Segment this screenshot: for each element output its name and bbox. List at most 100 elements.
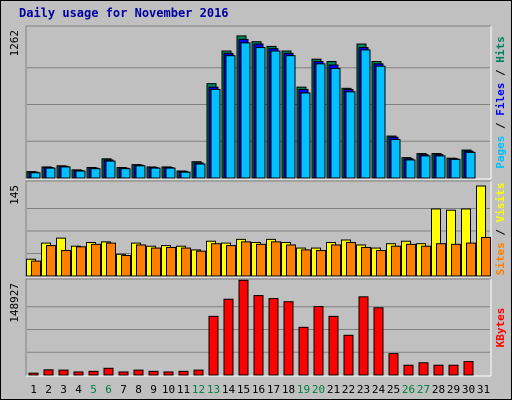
bar-sites-day-13 xyxy=(211,243,221,277)
day-label-9: 9 xyxy=(150,383,157,396)
bar-sites-day-23 xyxy=(361,246,371,277)
bar-pages-day-26 xyxy=(405,159,416,179)
day-label-31: 31 xyxy=(477,383,490,396)
bar-pages-day-1 xyxy=(30,172,41,179)
day-label-24: 24 xyxy=(372,383,386,396)
chart-title: Daily usage for November 2016 xyxy=(19,6,229,20)
day-label-16: 16 xyxy=(252,383,265,396)
bar-pages-day-22 xyxy=(345,91,356,179)
day-label-14: 14 xyxy=(222,383,236,396)
bar-kbytes-day-29 xyxy=(448,364,459,376)
day-label-7: 7 xyxy=(120,383,127,396)
series-side-label: KBytes xyxy=(494,308,507,348)
bar-kbytes-day-27 xyxy=(418,362,429,376)
side-label-separator: / xyxy=(494,222,507,242)
panel-2: 145 Sites / Visits xyxy=(8,180,507,278)
bar-sites-day-12 xyxy=(196,250,206,277)
day-label-23: 23 xyxy=(357,383,370,396)
bar-kbytes-day-25 xyxy=(388,353,399,376)
day-label-10: 10 xyxy=(162,383,175,396)
bar-pages-day-23 xyxy=(360,49,371,179)
y-axis-max-label: 148927 xyxy=(8,283,21,323)
day-label-8: 8 xyxy=(135,383,142,396)
bar-kbytes-day-4 xyxy=(73,371,84,376)
bar-pages-day-18 xyxy=(285,55,296,179)
day-label-25: 25 xyxy=(387,383,400,396)
panel-1: 1262 Pages / Files / Hits xyxy=(8,25,507,180)
bar-pages-day-16 xyxy=(255,47,266,179)
day-label-28: 28 xyxy=(432,383,445,396)
bar-kbytes-day-28 xyxy=(433,364,444,376)
panel-3: 148927 KBytes xyxy=(8,278,507,377)
bar-pages-day-17 xyxy=(270,50,281,179)
bar-pages-day-15 xyxy=(240,42,251,179)
bar-sites-day-22 xyxy=(346,241,356,277)
bar-pages-day-24 xyxy=(375,65,386,179)
bar-pages-day-10 xyxy=(165,167,176,179)
bar-pages-day-7 xyxy=(120,168,131,179)
bar-pages-day-28 xyxy=(435,155,446,179)
bar-sites-day-31 xyxy=(481,237,491,277)
bar-sites-day-3 xyxy=(61,250,71,277)
day-label-4: 4 xyxy=(75,383,82,396)
bar-kbytes-day-23 xyxy=(358,296,369,376)
day-label-6: 6 xyxy=(105,383,112,396)
bar-kbytes-day-14 xyxy=(223,298,234,376)
bar-sites-day-11 xyxy=(181,247,191,277)
day-label-11: 11 xyxy=(177,383,190,396)
bar-kbytes-day-16 xyxy=(253,295,264,376)
bar-pages-day-19 xyxy=(300,92,311,179)
bar-kbytes-day-10 xyxy=(163,371,174,376)
bar-pages-day-14 xyxy=(225,55,236,179)
bar-kbytes-day-13 xyxy=(208,315,219,376)
bar-sites-day-6 xyxy=(106,242,116,277)
bar-pages-day-25 xyxy=(390,139,401,179)
side-label-files: Files xyxy=(494,83,507,116)
day-label-26: 26 xyxy=(402,383,415,396)
bar-pages-day-9 xyxy=(150,167,161,179)
day-label-18: 18 xyxy=(282,383,295,396)
day-label-30: 30 xyxy=(462,383,475,396)
side-label-hits: Hits xyxy=(494,36,507,63)
bar-sites-day-30 xyxy=(466,242,476,277)
bar-pages-day-12 xyxy=(195,163,206,179)
bar-sites-day-28 xyxy=(436,243,446,277)
bar-kbytes-day-11 xyxy=(178,370,189,376)
bar-sites-day-15 xyxy=(241,241,251,277)
side-label-separator: / xyxy=(494,116,507,136)
bar-sites-day-17 xyxy=(271,241,281,277)
bar-sites-day-2 xyxy=(46,245,56,277)
bar-sites-day-26 xyxy=(406,243,416,277)
bar-kbytes-day-30 xyxy=(463,361,474,376)
bar-pages-day-21 xyxy=(330,68,341,179)
bar-pages-day-13 xyxy=(210,88,221,179)
side-label-pages: Pages xyxy=(494,136,507,169)
bar-sites-day-10 xyxy=(166,246,176,277)
bar-pages-day-2 xyxy=(45,167,56,179)
day-label-5: 5 xyxy=(90,383,97,396)
bar-sites-day-14 xyxy=(226,245,236,277)
bar-sites-day-19 xyxy=(301,249,311,277)
day-label-1: 1 xyxy=(30,383,37,396)
bar-pages-day-4 xyxy=(75,170,86,179)
y-axis-max-label: 145 xyxy=(8,185,21,205)
bar-sites-day-25 xyxy=(391,245,401,277)
bar-kbytes-day-24 xyxy=(373,307,384,376)
bar-kbytes-day-20 xyxy=(313,306,324,376)
bar-sites-day-21 xyxy=(331,244,341,277)
side-label-kbytes: KBytes xyxy=(494,308,507,348)
day-label-2: 2 xyxy=(45,383,52,396)
y-axis-max-label: 1262 xyxy=(8,30,21,57)
day-label-3: 3 xyxy=(60,383,67,396)
bar-pages-day-8 xyxy=(135,165,146,179)
bar-sites-day-24 xyxy=(376,250,386,277)
bar-kbytes-day-3 xyxy=(58,369,69,376)
bar-sites-day-29 xyxy=(451,243,461,277)
bar-sites-day-9 xyxy=(151,247,161,277)
bar-sites-day-16 xyxy=(256,243,266,277)
bar-pages-day-29 xyxy=(450,158,461,179)
bar-pages-day-5 xyxy=(90,168,101,179)
